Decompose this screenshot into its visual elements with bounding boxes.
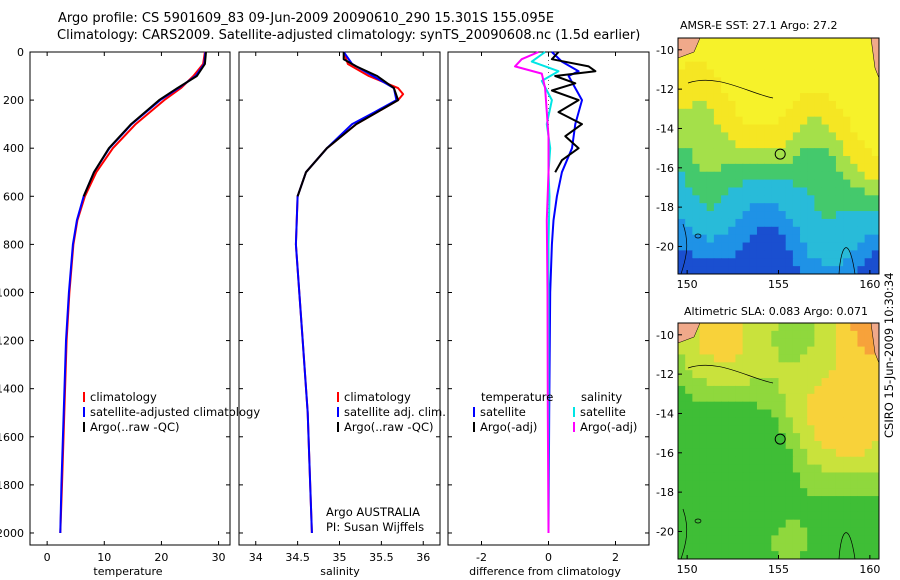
sla-map bbox=[677, 322, 880, 560]
y-tick-label: 1000 bbox=[0, 286, 24, 299]
y-tick-label: 1200 bbox=[0, 335, 24, 348]
lon-tick-label: 150 bbox=[677, 563, 698, 576]
y-tick-label: 1800 bbox=[0, 479, 24, 492]
float-position-marker bbox=[774, 433, 786, 445]
legend-climatology: climatology bbox=[344, 390, 411, 404]
bathymetry-contour bbox=[838, 532, 856, 560]
y-tick-label: 1400 bbox=[0, 383, 24, 396]
series-temperature-argo-adj- bbox=[550, 51, 597, 173]
lat-tick-label: -18 bbox=[656, 486, 674, 499]
series-satellite-adj-clim- bbox=[294, 51, 398, 534]
lat-tick-label: -10 bbox=[656, 44, 674, 57]
x-tick-label: 30 bbox=[212, 551, 226, 564]
lat-tick-label: -12 bbox=[656, 368, 674, 381]
y-tick-label: 2000 bbox=[0, 527, 24, 540]
bathymetry-contour bbox=[694, 233, 702, 239]
argo-australia-label: Argo AUSTRALIA bbox=[326, 505, 420, 519]
x-axis-label: difference from climatology bbox=[469, 565, 621, 578]
legend-argo: Argo(..raw -QC) bbox=[90, 420, 180, 434]
float-position-marker bbox=[774, 148, 786, 160]
climatology-title: Climatology: CARS2009. Satellite-adjuste… bbox=[57, 28, 641, 43]
x-tick-label: 20 bbox=[154, 551, 168, 564]
legend-heading-temperature: temperature bbox=[481, 390, 553, 404]
y-tick-label: 1600 bbox=[0, 431, 24, 444]
legend-heading-salinity: salinity bbox=[581, 390, 622, 404]
x-tick-label: 34.5 bbox=[285, 551, 310, 564]
plot-frame-1 bbox=[29, 51, 231, 546]
series-satellite-adjusted-climatology bbox=[59, 51, 207, 534]
lat-tick-label: -12 bbox=[656, 83, 674, 96]
lat-tick-label: -20 bbox=[656, 525, 674, 538]
legend-sal-satellite: satellite bbox=[580, 405, 626, 419]
lat-tick-label: -20 bbox=[656, 240, 674, 253]
lat-tick-label: -16 bbox=[656, 447, 674, 460]
x-tick-label: 0 bbox=[44, 551, 51, 564]
bathymetry-contour bbox=[680, 508, 688, 560]
sla-map-title: Altimetric SLA: 0.083 Argo: 0.071 bbox=[684, 305, 869, 318]
bathymetry-contour bbox=[687, 79, 774, 99]
lat-tick-label: -10 bbox=[656, 329, 674, 342]
legend-temp-argo: Argo(-adj) bbox=[480, 420, 537, 434]
x-tick-label: 34 bbox=[249, 551, 263, 564]
lon-tick-label: 160 bbox=[859, 563, 880, 576]
bathymetry-contour bbox=[838, 247, 856, 275]
x-tick-label: 35 bbox=[333, 551, 347, 564]
x-tick-label: 36 bbox=[416, 551, 430, 564]
lat-tick-label: -16 bbox=[656, 162, 674, 175]
x-tick-label: 10 bbox=[97, 551, 111, 564]
x-axis-label: salinity bbox=[320, 565, 360, 578]
lon-tick-label: 150 bbox=[677, 278, 698, 291]
profile-title: Argo profile: CS 5901609_83 09-Jun-2009 … bbox=[58, 11, 555, 26]
series-argo-raw-qc- bbox=[296, 52, 400, 197]
legend-temp-satellite: satellite bbox=[480, 405, 526, 419]
lon-tick-label: 160 bbox=[859, 278, 880, 291]
plot-frame-2 bbox=[238, 51, 441, 546]
bathymetry-contour bbox=[694, 518, 702, 524]
y-tick-label: 800 bbox=[3, 238, 24, 251]
x-tick-label: 35.5 bbox=[369, 551, 394, 564]
series-temperature-satellite bbox=[547, 51, 583, 534]
legend-argo: Argo(..raw -QC) bbox=[344, 420, 434, 434]
series-salinity-argo-adj- bbox=[514, 51, 550, 534]
y-tick-label: 0 bbox=[17, 46, 24, 59]
lat-tick-label: -14 bbox=[656, 122, 674, 135]
y-tick-label: 600 bbox=[3, 190, 24, 203]
bathymetry-contour bbox=[680, 223, 688, 275]
series-argo-raw-qc- bbox=[82, 51, 207, 197]
legend-climatology: climatology bbox=[90, 390, 157, 404]
lon-tick-label: 155 bbox=[768, 563, 789, 576]
x-tick-label: -2 bbox=[476, 551, 487, 564]
sst-map bbox=[677, 37, 880, 275]
bathymetry-contour bbox=[687, 364, 774, 384]
sst-map-title: AMSR-E SST: 27.1 Argo: 27.2 bbox=[680, 19, 838, 32]
lat-tick-label: -14 bbox=[656, 407, 674, 420]
legend-satellite-adj: satellite adj. clim. bbox=[344, 405, 446, 419]
y-tick-label: 200 bbox=[3, 94, 24, 107]
x-tick-label: 0 bbox=[545, 551, 552, 564]
legend-sal-argo: Argo(-adj) bbox=[580, 420, 637, 434]
series-climatology bbox=[294, 51, 405, 534]
x-axis-label: temperature bbox=[93, 565, 162, 578]
pi-label: PI: Susan Wijffels bbox=[326, 520, 424, 534]
legend-satellite-adjusted: satellite-adjusted climatology bbox=[90, 405, 260, 419]
lon-tick-label: 155 bbox=[768, 278, 789, 291]
y-tick-label: 400 bbox=[3, 142, 24, 155]
lat-tick-label: -18 bbox=[656, 201, 674, 214]
series-salinity-satellite bbox=[530, 51, 560, 533]
x-tick-label: 2 bbox=[612, 551, 619, 564]
